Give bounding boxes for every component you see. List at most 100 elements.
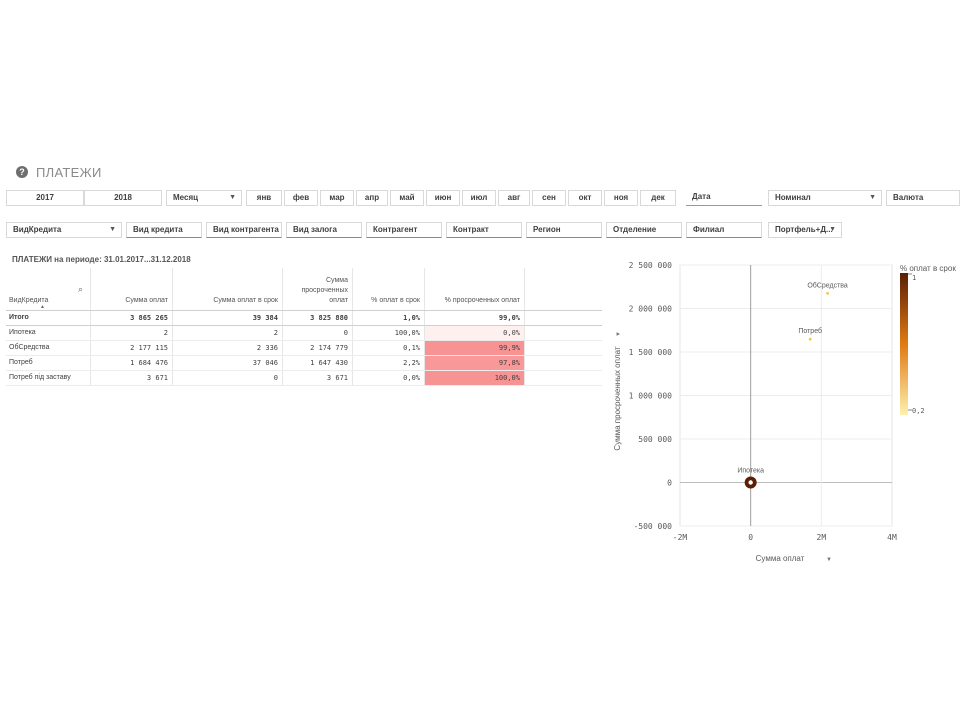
column-header-loan-type[interactable]: ВидКредита (9, 297, 49, 304)
column-divider (282, 268, 283, 385)
month-label: авг (507, 193, 521, 202)
column-header-pct-on-time[interactable]: % оплат в срок (371, 297, 420, 304)
dimension-filter-label: Регион (533, 225, 561, 234)
year-label: 2018 (114, 193, 132, 202)
table-cell: 0 (343, 329, 348, 337)
dimension-filter-label: Вид залога (293, 225, 337, 234)
y-tick-label: 2 500 000 (629, 261, 673, 270)
x-tick-label: 2M (817, 533, 827, 542)
dimension-filter-7[interactable]: Филиал (686, 222, 762, 238)
month-button-5[interactable]: июн (426, 190, 460, 206)
y-axis-label: Сумма просроченных оплат (613, 346, 622, 450)
month-label: сен (542, 193, 556, 202)
overdue-heat-cell (425, 356, 524, 370)
table-cell: 37 046 (252, 359, 278, 367)
overdue-heat-cell (425, 326, 524, 340)
dimension-filter-5[interactable]: Регион (526, 222, 602, 238)
month-button-3[interactable]: апр (356, 190, 388, 206)
dimension-filter-label: Вид контрагента (213, 225, 279, 234)
y-tick-label: 1 500 000 (629, 348, 673, 357)
table-cell: 2,2% (403, 359, 420, 367)
table-cell: Ипотека (9, 329, 36, 336)
sort-ascending-icon[interactable]: ▲ (40, 304, 45, 310)
dimension-filter-6[interactable]: Отделение (606, 222, 682, 238)
x-tick-label: -2M (673, 533, 688, 542)
table-cell: ОбСредства (9, 344, 50, 351)
column-divider (352, 268, 353, 385)
x-tick-label: 0 (748, 533, 753, 542)
month-button-8[interactable]: сен (532, 190, 566, 206)
dimension-filter-2[interactable]: Вид залога (286, 222, 362, 238)
chevron-down-icon: ▼ (829, 226, 836, 233)
search-icon[interactable]: ⌕ (78, 284, 84, 294)
month-button-11[interactable]: дек (640, 190, 676, 206)
help-icon[interactable]: ? (16, 166, 28, 178)
month-label: апр (364, 193, 380, 202)
month-button-4[interactable]: май (390, 190, 424, 206)
table-cell: 0,0% (503, 329, 520, 337)
table-cell: 2 177 115 (130, 344, 168, 352)
table-cell: 100,0% (394, 329, 420, 337)
data-label: ОбСредства (807, 281, 848, 289)
table-cell: 0,0% (403, 374, 420, 382)
nominal-dropdown[interactable]: Номинал ▼ (768, 190, 882, 206)
portfolio-dropdown-label: Портфель+Д... (775, 225, 833, 234)
table-cell: 99,9% (498, 344, 520, 352)
header-line: Сумма (326, 277, 348, 284)
row-divider (6, 370, 602, 371)
month-button-7[interactable]: авг (498, 190, 530, 206)
portfolio-dropdown[interactable]: Портфель+Д... ▼ (768, 222, 842, 238)
year-2018-button[interactable]: 2018 (84, 190, 162, 206)
scatter-chart: 2 500 000 2 000 000 1 500 000 1 000 000 500 … (613, 261, 956, 563)
month-button-6[interactable]: июл (462, 190, 496, 206)
page-title: ПЛАТЕЖИ (36, 164, 102, 180)
table-cell: 0 (273, 374, 278, 382)
year-2017-button[interactable]: 2017 (6, 190, 84, 206)
dimension-filter-0[interactable]: Вид кредита (126, 222, 202, 238)
x-tick-label: 4M (887, 533, 897, 542)
month-button-10[interactable]: ноя (604, 190, 638, 206)
y-tick-label: 2 000 000 (629, 305, 673, 314)
month-label: фев (292, 193, 310, 202)
row-divider (6, 325, 602, 326)
month-label: июн (434, 193, 452, 202)
loan-type-dropdown[interactable]: ВидКредита ▼ (6, 222, 122, 238)
row-divider (6, 385, 602, 386)
legend-title: % оплат в срок (900, 264, 956, 273)
column-header-payments[interactable]: Сумма оплат (125, 297, 168, 304)
column-header-on-time[interactable]: Сумма оплат в срок (213, 297, 278, 304)
table-cell: 100,0% (494, 374, 520, 382)
table-cell: 2 (273, 329, 278, 337)
header-divider (6, 310, 602, 311)
month-button-9[interactable]: окт (568, 190, 602, 206)
total-row-cell: 3 865 265 (130, 314, 168, 322)
month-button-0[interactable]: янв (246, 190, 282, 206)
table-cell: Потреб під заставу (9, 374, 71, 381)
data-point (826, 291, 829, 295)
month-dropdown[interactable]: Месяц ▼ (166, 190, 242, 206)
currency-dropdown[interactable]: Валюта (886, 190, 960, 206)
month-button-2[interactable]: мар (320, 190, 354, 206)
table-cell: 1 684 476 (130, 359, 168, 367)
y-tick-label: 1 000 000 (629, 392, 673, 401)
dimension-filter-1[interactable]: Вид контрагента (206, 222, 282, 238)
row-divider (6, 355, 602, 356)
dimension-filter-4[interactable]: Контракт (446, 222, 522, 238)
month-button-1[interactable]: фев (284, 190, 318, 206)
data-label: Потреб (798, 327, 822, 335)
column-header-overdue[interactable]: Сумма просроченных оплат (282, 276, 348, 306)
y-tick-label: 500 000 (638, 435, 672, 444)
dimension-filter-3[interactable]: Контрагент (366, 222, 442, 238)
column-header-pct-overdue[interactable]: % просроченных оплат (444, 297, 520, 304)
nominal-dropdown-label: Номинал (775, 193, 811, 202)
currency-dropdown-label: Валюта (893, 193, 924, 202)
total-row-cell: Итого (9, 314, 29, 321)
date-field[interactable]: Дата (686, 190, 762, 206)
year-label: 2017 (36, 193, 54, 202)
data-label: Ипотека (737, 468, 764, 475)
month-label: май (399, 193, 415, 202)
table-cell: Потреб (9, 359, 33, 366)
y-axis-dropdown-icon: ▼ (616, 331, 622, 337)
month-label: дек (651, 193, 665, 202)
y-tick-label: -500 000 (633, 522, 672, 531)
